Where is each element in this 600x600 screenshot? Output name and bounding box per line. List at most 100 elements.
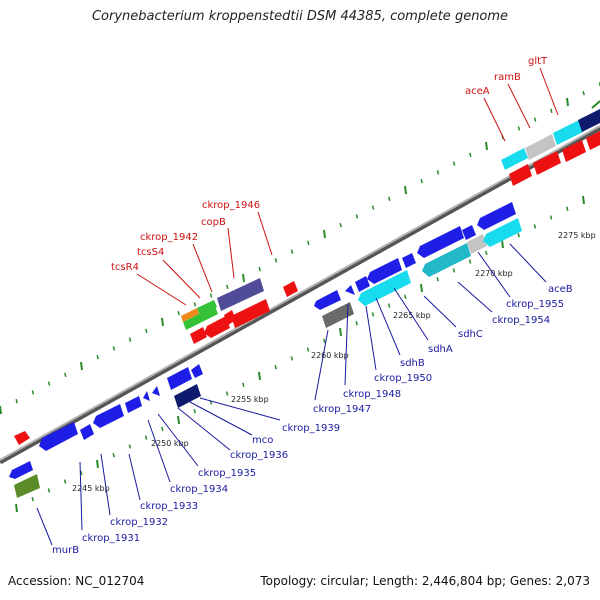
scale-label: 2245 kbp [72,484,110,493]
gene-label-ckrop_1933[interactable]: ckrop_1933 [140,501,198,512]
scale-label: 2275 kbp [558,231,596,240]
tick-mark [387,303,391,308]
gene-arrow[interactable] [477,202,516,230]
tick-mark [31,390,35,395]
tick-mark [452,161,456,166]
gene-arrow[interactable] [345,285,355,295]
gene-label-ckrop_1932[interactable]: ckrop_1932 [110,517,168,528]
gene-arrow[interactable] [367,258,402,284]
gene-arrow[interactable] [181,308,199,322]
tick-mark [404,294,407,299]
gene-arrow[interactable] [355,276,370,292]
gene-label-gltT[interactable]: gltT [528,56,548,67]
gene-arrow[interactable] [217,278,264,311]
gene-label-sdhB[interactable]: sdhB [400,358,425,369]
gene-arrow[interactable] [125,396,142,413]
gene-arrow[interactable] [191,364,203,378]
gene-arrow[interactable] [80,424,94,440]
tick-mark [15,503,18,513]
gene-label-copB[interactable]: copB [201,217,226,228]
gene-label-ckrop_1936[interactable]: ckrop_1936 [230,450,288,461]
gene-arrow[interactable] [174,384,201,408]
gene-label-tcsS4[interactable]: tcsS4 [137,247,164,258]
gene-label-ckrop_1934[interactable]: ckrop_1934 [170,484,228,495]
tick-mark [128,337,132,342]
gene-label-ckrop_1954[interactable]: ckrop_1954 [492,315,550,326]
upper-gene-labels: tcsR4 tcsS4 ckrop_1942 copB ckrop_1946 a… [111,56,559,306]
tick-mark [388,196,391,201]
gene-arrow[interactable] [533,151,561,175]
gene-arrow[interactable] [483,218,522,247]
gene-arrow[interactable] [314,290,341,310]
gene-arrow[interactable] [358,270,411,306]
scale-label: 2255 kbp [231,395,269,404]
tick-mark [96,355,99,360]
gene-arrow[interactable] [9,461,33,479]
tick-mark [112,346,116,351]
gene-label-ckrop_1942[interactable]: ckrop_1942 [140,232,198,243]
gene-label-ckrop_1939[interactable]: ckrop_1939 [282,423,340,434]
gene-label-mco[interactable]: mco [252,435,273,446]
gene-arrow[interactable] [204,316,230,338]
gene-arrow[interactable] [562,140,586,162]
tick-mark [258,267,261,272]
gene-arrow[interactable] [501,148,528,170]
gene-arrow[interactable] [93,404,124,428]
gene-label-ckrop_1931[interactable]: ckrop_1931 [82,533,140,544]
tick-mark [550,108,553,113]
gene-arrow[interactable] [553,120,583,145]
gene-arrow[interactable] [39,422,78,451]
gene-label-ckrop_1950[interactable]: ckrop_1950 [374,373,432,384]
gene-label-aceA[interactable]: aceA [465,86,490,97]
gene-label-ckrop_1946[interactable]: ckrop_1946 [202,200,260,211]
gene-label-sdhC[interactable]: sdhC [458,329,483,340]
gene-arrow[interactable] [231,299,270,328]
gene-arrow[interactable] [509,164,532,186]
gene-arrow[interactable] [283,281,298,297]
gene-arrow[interactable] [402,253,416,268]
gene-arrow[interactable] [167,367,192,390]
tick-mark [161,426,164,431]
gene-arrow[interactable] [525,134,556,160]
gene-arrow[interactable] [14,474,40,498]
gene-arrow[interactable] [467,234,487,254]
tick-mark [420,179,423,184]
gene-arrow[interactable] [14,431,30,445]
tick-mark [193,409,196,414]
gene-arrow[interactable] [417,226,464,258]
tick-mark [323,338,326,343]
tick-mark [96,459,99,469]
gene-arrow[interactable] [462,225,476,240]
gene-label-tcsR4[interactable]: tcsR4 [111,262,139,273]
gene-label-ckrop_1955[interactable]: ckrop_1955 [506,299,564,310]
tick-mark [566,97,569,107]
gene-arrow[interactable] [422,243,471,277]
tick-mark [0,405,2,415]
gene-label-murB[interactable]: murB [52,545,79,556]
tick-mark [258,371,261,381]
gene-label-ckrop_1947[interactable]: ckrop_1947 [313,404,371,415]
gene-label-ckrop_1948[interactable]: ckrop_1948 [343,389,401,400]
gene-label-sdhA[interactable]: sdhA [428,344,453,355]
gene-arrow[interactable] [143,391,150,401]
lower-gene-labels: murB ckrop_1931 ckrop_1932 ckrop_1933 ck… [36,243,573,556]
tick-mark [323,229,326,239]
gene-arrow[interactable] [152,386,160,396]
gene-arrow[interactable] [586,131,600,150]
tick-mark [242,273,245,283]
gene-arrow[interactable] [183,306,218,330]
tick-mark [145,328,148,333]
scale-labels: 2245 kbp 2250 kbp 2255 kbp 2260 kbp 2265… [72,231,596,493]
gene-label-ramB[interactable]: ramB [494,72,521,83]
gene-arrow[interactable] [322,302,354,328]
tick-mark [15,399,18,404]
gene-arrow[interactable] [190,327,207,344]
gene-label-ckrop_1935[interactable]: ckrop_1935 [198,468,256,479]
gene-arrow[interactable] [197,300,217,316]
tick-mark [420,283,423,293]
lower-strand-genes [9,202,522,498]
tick-mark [339,223,342,228]
gene-arrow[interactable] [578,109,600,132]
gene-label-aceB[interactable]: aceB [548,284,573,295]
